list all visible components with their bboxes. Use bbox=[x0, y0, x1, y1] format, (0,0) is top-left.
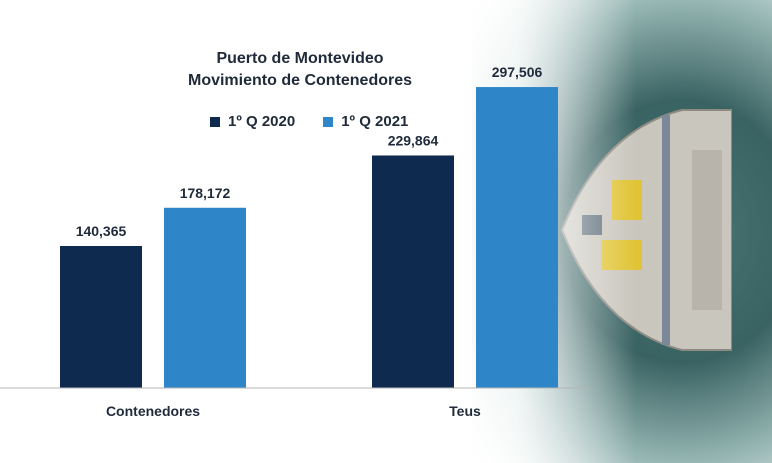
legend-item-2021: 1º Q 2021 bbox=[323, 113, 408, 130]
legend-swatch-2021 bbox=[323, 116, 334, 127]
bar-teus-2020 bbox=[372, 155, 454, 388]
category-label-teus: Teus bbox=[449, 403, 481, 419]
legend-label-2020: 1º Q 2020 bbox=[228, 113, 296, 130]
bar-teus-2021 bbox=[476, 87, 558, 388]
bar-contenedores-2021 bbox=[164, 207, 246, 388]
data-label-teus-2020: 229,864 bbox=[388, 132, 439, 148]
data-label-contenedores-2021: 178,172 bbox=[180, 185, 231, 201]
legend-item-2020: 1º Q 2020 bbox=[210, 113, 295, 130]
chart-title: Puerto de Montevideo Movimiento de Conte… bbox=[150, 48, 450, 92]
data-label-contenedores-2020: 140,365 bbox=[76, 223, 127, 239]
legend: 1º Q 2020 1º Q 2021 bbox=[210, 113, 408, 130]
bar-contenedores-2020 bbox=[60, 246, 142, 388]
category-label-contenedores: Contenedores bbox=[106, 403, 200, 419]
legend-swatch-2020 bbox=[210, 116, 220, 127]
chart-title-line1: Puerto de Montevideo bbox=[216, 50, 384, 67]
chart-title-line2: Movimiento de Contenedores bbox=[187, 72, 413, 89]
legend-label-2021: 1º Q 2021 bbox=[341, 113, 409, 130]
data-label-teus-2021: 297,506 bbox=[492, 64, 543, 80]
